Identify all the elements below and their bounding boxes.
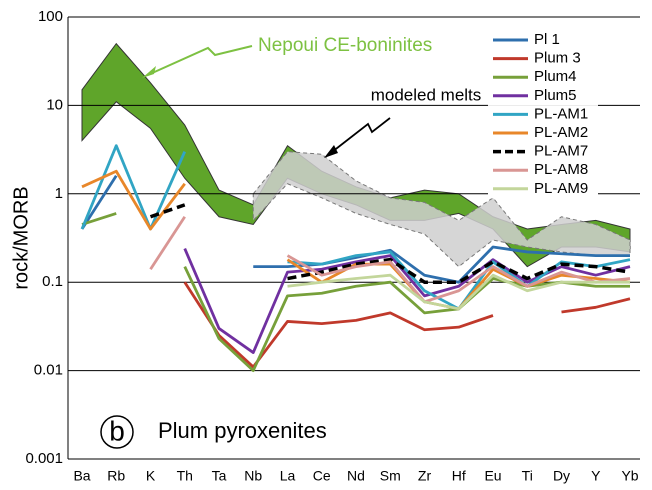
legend-label: PL-AM2 bbox=[534, 124, 588, 141]
x-tick-label: Yb bbox=[621, 468, 638, 484]
legend-bg bbox=[488, 161, 598, 180]
y-tick-label: 100 bbox=[38, 8, 63, 25]
y-tick-label: 0.01 bbox=[34, 362, 63, 379]
legend-label: PL-AM7 bbox=[534, 143, 588, 160]
legend-label: PL-AM8 bbox=[534, 161, 588, 178]
x-tick-label: Zr bbox=[418, 468, 432, 484]
legend-label: Plum 3 bbox=[534, 50, 581, 67]
band bbox=[252, 151, 631, 268]
legend-bg bbox=[488, 105, 598, 124]
legend-bg bbox=[488, 124, 598, 143]
legend-bg bbox=[488, 68, 598, 87]
x-tick-label: Ce bbox=[313, 468, 331, 484]
y-tick-label: 10 bbox=[46, 96, 63, 113]
x-tick-label: Eu bbox=[484, 468, 501, 484]
y-tick-label: 0.1 bbox=[42, 273, 63, 290]
lines bbox=[80, 144, 631, 372]
arrow-head bbox=[142, 66, 156, 78]
series-line bbox=[183, 281, 631, 369]
y-tick-label: 0.001 bbox=[25, 450, 63, 467]
x-tick-label: Ti bbox=[522, 468, 533, 484]
x-tick-label: Nd bbox=[347, 468, 365, 484]
y-tick-label: 1 bbox=[55, 185, 63, 202]
legend-bg bbox=[488, 31, 598, 50]
annotation-arrow bbox=[149, 45, 253, 75]
x-tick-label: K bbox=[146, 468, 156, 484]
legend-bg bbox=[488, 49, 598, 69]
panel-circle bbox=[100, 415, 134, 449]
x-tick-label: Dy bbox=[553, 468, 570, 484]
band-annotation: modeled melts bbox=[371, 85, 482, 104]
annotation-arrow bbox=[331, 117, 391, 153]
band-annotation: Nepoui CE-boninites bbox=[258, 35, 432, 56]
x-tick-label: La bbox=[280, 468, 296, 484]
legend-label: Plum4 bbox=[534, 68, 577, 85]
x-tick-label: Ta bbox=[212, 468, 227, 484]
x-tick-label: Sm bbox=[380, 468, 401, 484]
legend-bg bbox=[488, 179, 598, 199]
panel-label: b bbox=[109, 415, 125, 446]
legend-bg bbox=[488, 86, 598, 106]
series-line bbox=[183, 248, 631, 354]
x-tick-label: Hf bbox=[452, 468, 466, 484]
x-tick-label: Th bbox=[177, 468, 193, 484]
legend-label: Plum5 bbox=[534, 87, 577, 104]
series-line bbox=[149, 203, 631, 284]
x-tick-label: Y bbox=[591, 468, 601, 484]
x-tick-label: Rb bbox=[107, 468, 125, 484]
legend-label: PL-AM9 bbox=[534, 180, 588, 197]
legend-label: PL-AM1 bbox=[534, 105, 588, 122]
legend-bg bbox=[488, 142, 598, 162]
legend-label: Pl 1 bbox=[534, 31, 560, 48]
series-line bbox=[149, 215, 631, 304]
x-tick-label: Nb bbox=[244, 468, 262, 484]
x-tick-label: Ba bbox=[73, 468, 90, 484]
arrow-head bbox=[324, 145, 338, 158]
y-axis-label: rock/MORB bbox=[10, 186, 32, 289]
subtitle: Plum pyroxenites bbox=[158, 418, 327, 443]
series-line bbox=[287, 273, 630, 311]
bands bbox=[81, 42, 631, 268]
